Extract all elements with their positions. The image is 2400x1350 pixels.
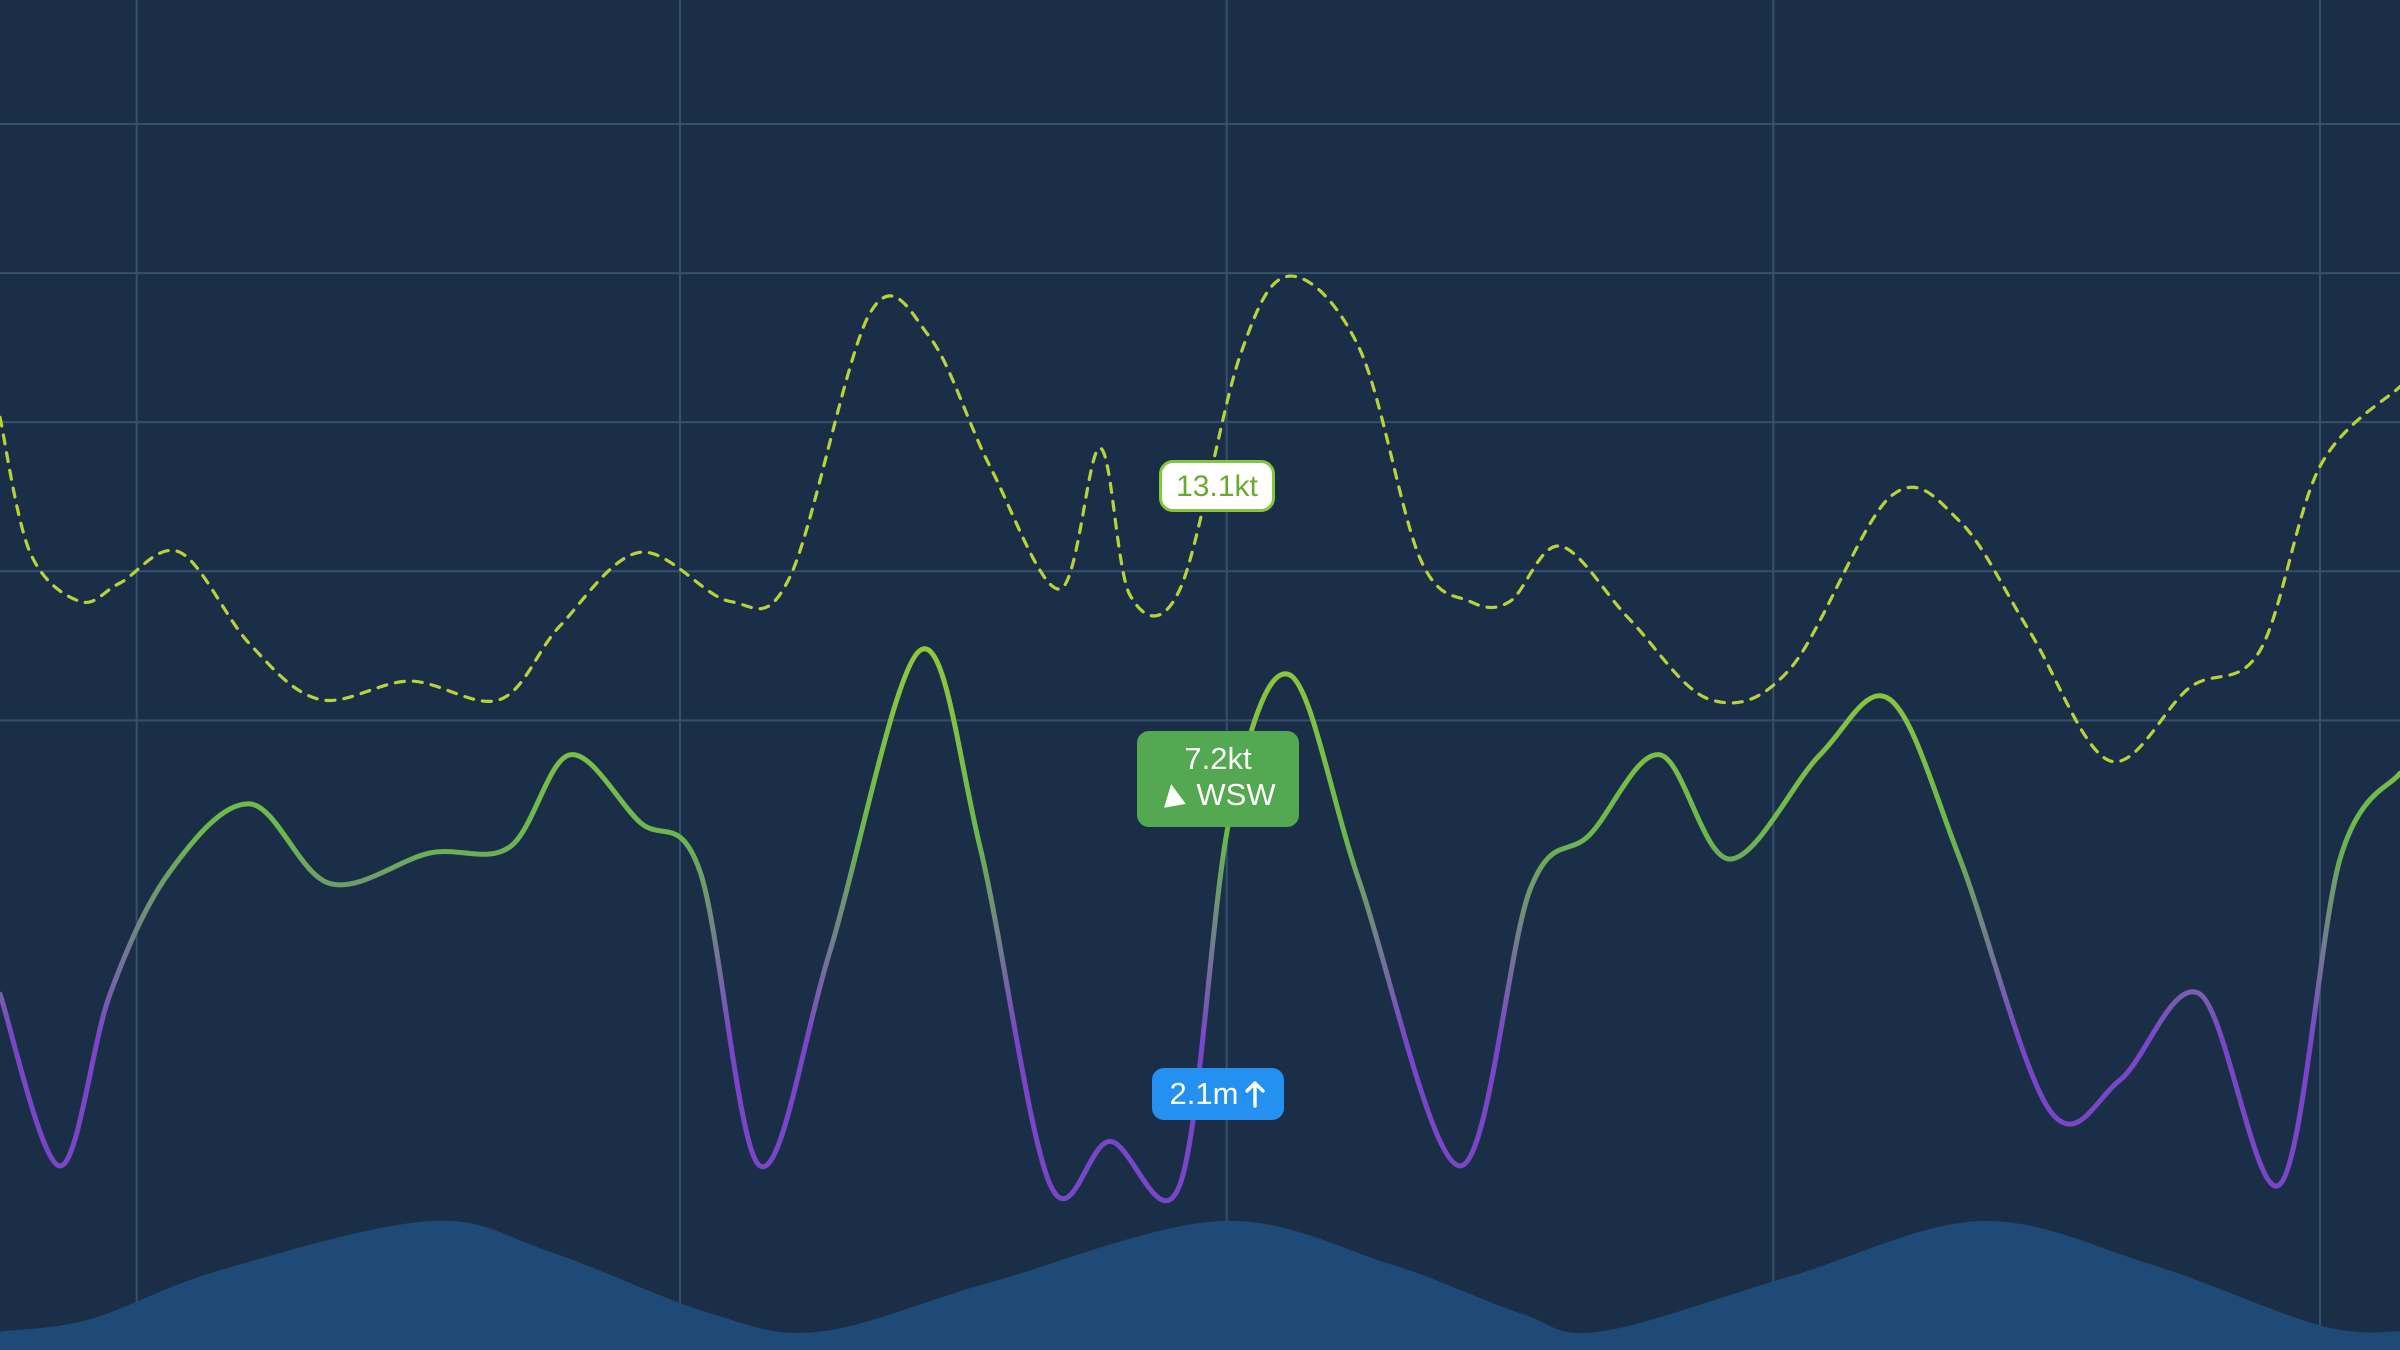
- gust-series-line: [0, 274, 2400, 764]
- gust-speed-label: 13.1kt: [1159, 460, 1275, 512]
- wind-speed-value: 7.2kt: [1184, 741, 1252, 776]
- gust-layer: [0, 274, 2400, 764]
- tide-height-value: 2.1m: [1169, 1076, 1239, 1111]
- arrow-up-icon: [1245, 1081, 1266, 1108]
- wind-direction-arrow-icon: [1164, 784, 1187, 808]
- tide-layer: [0, 1220, 2400, 1350]
- tide-area: [0, 1220, 2400, 1350]
- wind-direction-row: WSW: [1137, 777, 1299, 813]
- wind-speed-badge: 7.2kt WSW: [1137, 731, 1299, 827]
- tide-height-badge: 2.1m: [1152, 1068, 1284, 1120]
- wind-direction-label: WSW: [1196, 777, 1276, 812]
